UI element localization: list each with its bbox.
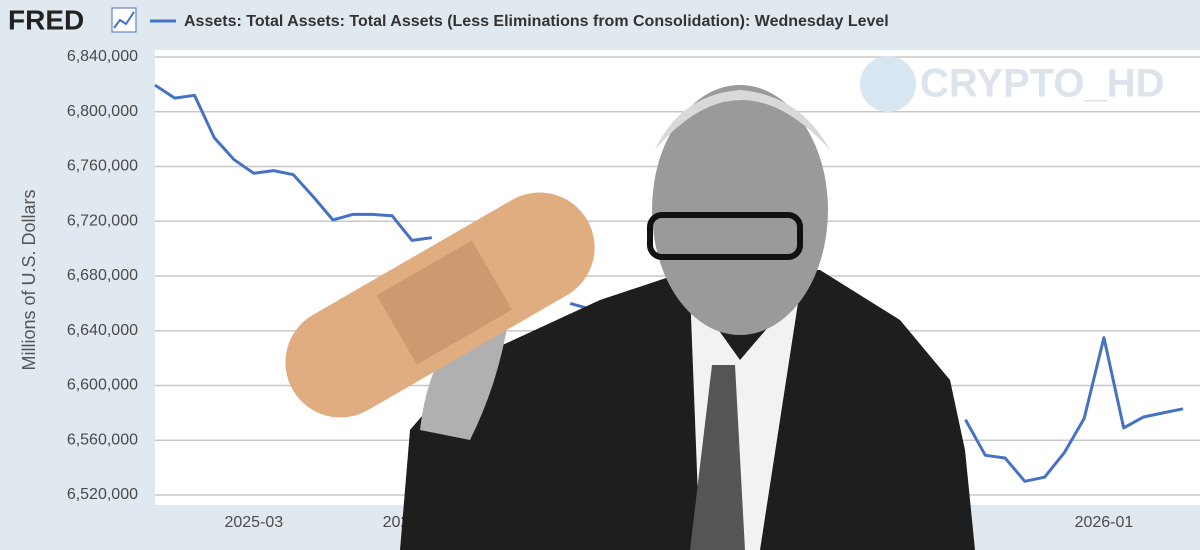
y-tick-label: 6,520,000 <box>67 486 138 503</box>
y-tick-label: 6,560,000 <box>67 431 138 448</box>
y-tick-label: 6,760,000 <box>67 158 138 175</box>
logo-icon <box>111 7 137 33</box>
legend-label: Assets: Total Assets: Total Assets (Less… <box>184 13 889 30</box>
bandage-pad <box>376 240 512 365</box>
watermark: CRYPTO_HD <box>920 62 1165 106</box>
y-tick-label: 6,720,000 <box>67 212 138 229</box>
y-tick-label: 6,600,000 <box>67 377 138 394</box>
tie <box>690 365 745 550</box>
y-tick-label: 6,640,000 <box>67 322 138 339</box>
glasses <box>647 212 803 260</box>
x-tick-label: 2026-01 <box>1075 514 1134 531</box>
y-tick-label: 6,800,000 <box>67 103 138 120</box>
x-tick-label: 2025-03 <box>224 514 283 531</box>
hair <box>655 90 830 150</box>
y-tick-label: 6,680,000 <box>67 267 138 284</box>
photo-overlay <box>285 85 975 550</box>
watermark-icon <box>860 56 916 112</box>
suit <box>400 270 975 550</box>
y-tick-label: 6,840,000 <box>67 48 138 65</box>
y-axis-label: Millions of U.S. Dollars <box>19 189 39 370</box>
head <box>652 85 828 335</box>
logo-icon-line <box>113 11 135 29</box>
logo: FRED <box>8 4 84 35</box>
